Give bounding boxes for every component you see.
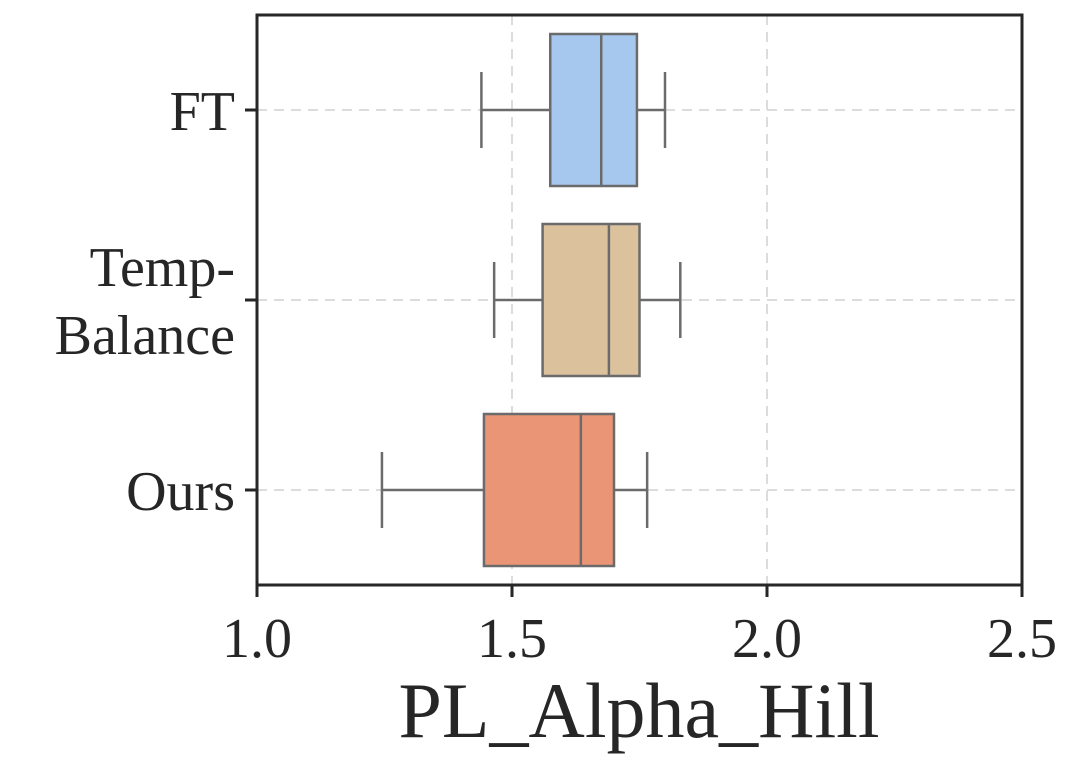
x-tick-label: 2.5: [987, 608, 1057, 670]
y-tick-label: Ours: [126, 461, 235, 523]
y-tick-label: FT: [170, 81, 235, 143]
x-tick-label: 1.5: [477, 608, 547, 670]
x-axis-title: PL_Alpha_Hill: [399, 667, 880, 754]
y-axis-ticks: FT Temp-Balance Ours: [55, 81, 257, 523]
x-tick-label: 1.0: [222, 608, 292, 670]
x-axis-ticks: 1.0 1.5 2.0 2.5: [222, 585, 1057, 670]
box-group: [380, 412, 649, 568]
box-iqr: [482, 412, 616, 568]
box-group: [480, 32, 667, 188]
box-iqr: [541, 222, 641, 378]
box-group: [492, 222, 682, 378]
y-tick-label: Temp-: [90, 237, 235, 299]
box-iqr: [549, 32, 639, 188]
y-tick-label: Balance: [55, 305, 235, 367]
box-series: [380, 32, 682, 568]
x-tick-label: 2.0: [732, 608, 802, 670]
